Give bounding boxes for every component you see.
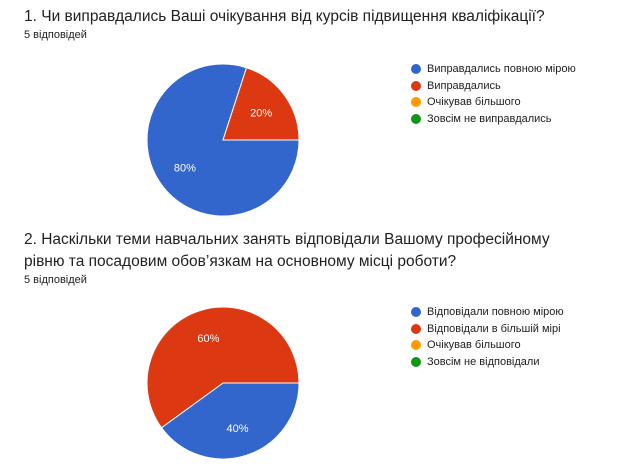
pie-1-slice-2 — [222, 67, 300, 141]
pie-2-slice-1-label: 40% — [227, 423, 249, 435]
question-1-response-count: 5 відповідей — [24, 29, 87, 41]
legend-1-label-2: Виправдались — [427, 79, 501, 92]
question-2-legend: Відповідали повною мірою Відповідали в бі… — [411, 304, 564, 370]
legend-1-item-1: Виправдались повною мірою — [411, 61, 576, 78]
legend-1-swatch-3 — [411, 97, 421, 108]
legend-2-item-2: Відповідали в більшій мірі — [411, 321, 564, 338]
legend-2-swatch-4 — [411, 356, 421, 367]
legend-2-label-2: Відповідали в більшій мірі — [427, 322, 561, 335]
legend-1-item-4: Зовсім не виправдались — [411, 111, 576, 128]
pie-2-slice-1 — [160, 382, 300, 460]
legend-2-label-4: Зовсім не відповідали — [427, 355, 540, 368]
legend-1-item-3: Очікував більшого — [411, 94, 576, 111]
legend-2-swatch-2 — [411, 323, 421, 334]
legend-2-item-3: Очікував більшого — [411, 337, 564, 354]
legend-2-swatch-1 — [411, 307, 421, 318]
legend-1-label-1: Виправдались повною мірою — [427, 63, 576, 76]
pie-2-slice-2-label: 60% — [197, 333, 219, 345]
question-1-legend: Виправдались повною мірою Виправдались Очі… — [411, 61, 576, 127]
legend-1-swatch-2 — [411, 80, 421, 91]
legend-1-label-4: Зовсім не виправдались — [427, 112, 552, 125]
legend-2-label-3: Очікував більшого — [427, 339, 521, 352]
legend-2-item-4: Зовсім не відповідали — [411, 354, 564, 371]
legend-1-item-2: Виправдались — [411, 78, 576, 95]
legend-2-item-1: Відповідали повною мірою — [411, 304, 564, 321]
pie-2-slice-2 — [146, 306, 300, 429]
question-2-title: 2. Наскільки теми навчальних занять відп… — [24, 231, 550, 270]
question-2-response-count: 5 відповідей — [24, 274, 87, 286]
legend-1-label-3: Очікував більшого — [427, 96, 521, 109]
pie-1-slice-2-label: 20% — [250, 107, 272, 119]
legend-2-label-1: Відповідали повною мірою — [427, 306, 564, 319]
pie-1-slice-1-label: 80% — [174, 163, 196, 175]
legend-1-swatch-1 — [411, 64, 421, 75]
question-1-title: 1. Чи виправдались Ваші очікування від к… — [24, 8, 545, 25]
legend-1-swatch-4 — [411, 113, 421, 124]
legend-2-swatch-3 — [411, 340, 421, 351]
